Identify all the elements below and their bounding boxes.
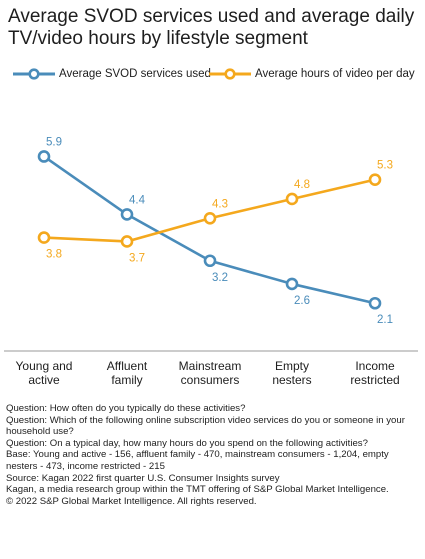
series-line-0 xyxy=(43,155,376,305)
data-point-1-4 xyxy=(368,173,382,186)
x-tick-label-2-1: consumers xyxy=(181,373,240,387)
legend-marker-hours xyxy=(209,68,251,80)
chart-title: Average SVOD services used and average d… xyxy=(8,6,415,49)
legend-marker-svod xyxy=(13,68,55,80)
x-tick-label-3-0: Empty xyxy=(275,359,309,373)
data-point-1-0 xyxy=(37,231,51,244)
data-label-1-3: 4.8 xyxy=(294,179,310,191)
x-tick-label-1-0: Affluent xyxy=(107,359,148,373)
note-question-3: Question: On a typical day, how many hou… xyxy=(6,437,368,449)
data-point-1-2 xyxy=(203,211,217,225)
data-label-0-2: 3.2 xyxy=(212,272,228,284)
note-kagan: Kagan, a media research group within the… xyxy=(6,484,389,496)
x-tick-label-3-1: nesters xyxy=(272,373,311,387)
data-point-0-3 xyxy=(285,277,299,291)
x-tick-label-1-1: family xyxy=(111,373,142,387)
data-label-0-0: 5.9 xyxy=(46,136,62,148)
data-point-1-1 xyxy=(120,235,134,248)
data-label-0-3: 2.6 xyxy=(294,295,310,307)
series-line-1 xyxy=(43,178,376,243)
data-label-1-1: 3.7 xyxy=(129,252,145,264)
data-label-1-4: 5.3 xyxy=(377,160,393,172)
data-label-1-0: 3.8 xyxy=(46,249,62,261)
legend-item-svod: Average SVOD services used xyxy=(12,64,211,84)
legend-label-svod: Average SVOD services used xyxy=(59,68,211,80)
x-tick-label-4-0: Income xyxy=(355,359,395,373)
note-copyright: © 2022 S&P Global Market Intelligence. A… xyxy=(6,495,257,507)
note-base: Base: Young and active - 156, affluent f… xyxy=(6,449,389,472)
data-label-0-4: 2.1 xyxy=(377,314,393,326)
legend: Average SVOD services used Average hours… xyxy=(12,64,422,84)
data-label-1-2: 4.3 xyxy=(212,198,228,210)
note-question-2: Question: Which of the following online … xyxy=(6,414,405,438)
data-point-0-4 xyxy=(368,296,382,310)
note-source: Source: Kagan 2022 first quarter U.S. Co… xyxy=(6,472,280,484)
data-point-0-1 xyxy=(120,208,134,221)
data-label-0-1: 4.4 xyxy=(129,194,146,206)
x-tick-label-4-1: restricted xyxy=(350,373,399,387)
note-question-1: Question: How often do you typically do … xyxy=(6,403,246,414)
x-tick-label-2-0: Mainstream xyxy=(179,359,242,373)
data-point-0-2 xyxy=(203,254,217,268)
x-tick-label-0-0: Young and xyxy=(16,359,73,373)
legend-item-hours: Average hours of video per day xyxy=(208,64,415,84)
legend-label-hours: Average hours of video per day xyxy=(255,68,415,80)
chart-notes: Question: How often do you typically do … xyxy=(6,403,419,507)
x-tick-label-0-1: active xyxy=(28,373,60,387)
data-point-1-3 xyxy=(285,192,299,206)
data-point-0-0 xyxy=(37,150,51,163)
